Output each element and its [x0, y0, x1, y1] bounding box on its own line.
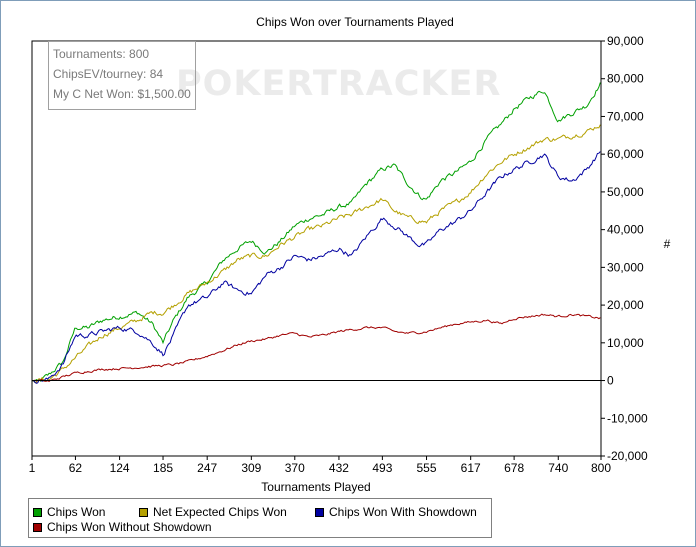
legend-label: Chips Won [47, 505, 106, 519]
x-tick-label: 124 [110, 461, 130, 475]
chart-title: Chips Won over Tournaments Played [256, 15, 454, 29]
legend-item-chips-won: Chips Won [33, 505, 105, 519]
legend-label: Net Expected Chips Won [153, 505, 287, 519]
series-line-chips-won-without-showdown [31, 313, 601, 382]
y-tick-label: 50,000 [607, 185, 644, 199]
legend-swatch [315, 507, 324, 517]
stats-box: Tournaments: 800 ChipsEV/tourney: 84 My … [48, 41, 196, 110]
y-tick-label: 0 [607, 374, 614, 388]
y-tick-label: 90,000 [607, 34, 644, 48]
plot-area [31, 40, 602, 457]
x-tick-label: 370 [285, 461, 305, 475]
stat-chips-ev: ChipsEV/tourney: 84 [53, 67, 164, 81]
legend-label: Chips Won Without Showdown [47, 520, 212, 534]
x-tick-label: 62 [69, 461, 83, 475]
series-line-chips-won-with-showdown [32, 151, 601, 384]
y-tick-label: -20,000 [607, 449, 648, 463]
x-tick-label: 309 [241, 461, 261, 475]
legend-item-without-showdown: Chips Won Without Showdown [33, 520, 212, 534]
y-tick-label: 10,000 [607, 336, 644, 350]
y-tick-label: 70,000 [607, 109, 644, 123]
legend-item-with-showdown: Chips Won With Showdown [315, 505, 477, 519]
x-tick-label: 678 [504, 461, 524, 475]
x-tick-label: 1 [29, 461, 36, 475]
x-tick-label: 247 [197, 461, 217, 475]
legend-swatch [139, 507, 148, 517]
y-tick-label: -10,000 [607, 411, 648, 425]
legend-swatch [33, 522, 42, 532]
x-tick-label: 432 [329, 461, 349, 475]
legend-label: Chips Won With Showdown [329, 505, 477, 519]
x-tick-label: 493 [372, 461, 392, 475]
axes-layer: -20,000 -10,000 0 10,000 20,000 30,000 40,000 5… [29, 34, 648, 475]
y-tick-label: 20,000 [607, 298, 644, 312]
y-axis-label: # [664, 237, 671, 251]
series-line-chips-won [31, 82, 601, 382]
x-tick-label: 555 [417, 461, 437, 475]
x-tick-label: 185 [153, 461, 173, 475]
legend-item-net-expected: Net Expected Chips Won [139, 505, 287, 519]
x-tick-label: 617 [461, 461, 481, 475]
y-tick-label: 40,000 [607, 223, 644, 237]
y-tick-label: 80,000 [607, 72, 644, 86]
series-layer [31, 82, 601, 384]
x-axis-label: Tournaments Played [261, 480, 370, 494]
stat-tournaments: Tournaments: 800 [53, 47, 150, 61]
pokertracker-watermark-logo: POKERTRACKER [176, 64, 502, 104]
series-line-net-expected-chips-won [32, 124, 601, 384]
x-tick-label: 740 [548, 461, 568, 475]
stat-net-won: My C Net Won: $1,500.00 [53, 87, 191, 101]
y-tick-label: 60,000 [607, 147, 644, 161]
x-tick-label: 800 [591, 461, 611, 475]
y-tick-label: 30,000 [607, 260, 644, 274]
legend-swatch [33, 507, 42, 517]
chart-legend: Chips Won Net Expected Chips Won Chips W… [28, 498, 492, 538]
